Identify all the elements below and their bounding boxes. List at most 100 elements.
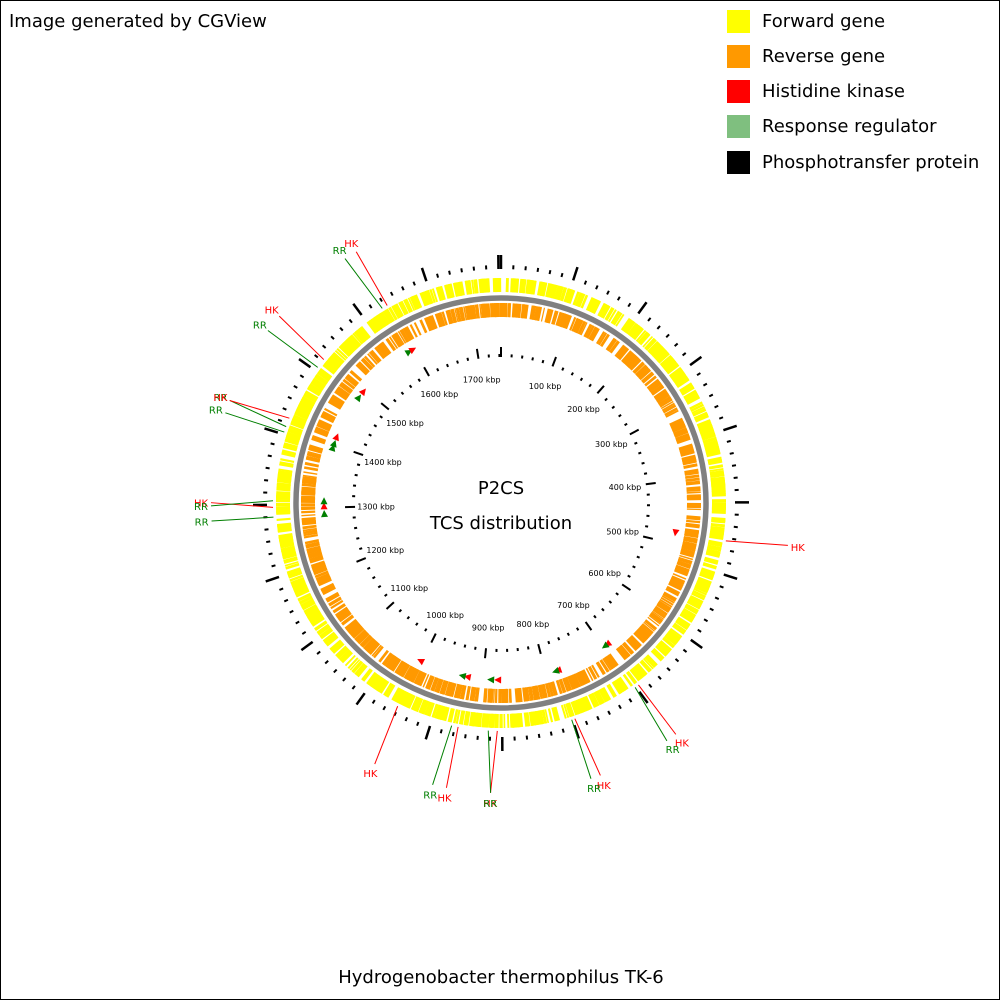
reverse-gene-mark	[668, 582, 682, 591]
outer-tick-mark	[283, 598, 289, 603]
outer-tick-mark	[352, 303, 363, 316]
forward-gene-mark	[585, 297, 595, 312]
kbp-tick	[537, 643, 542, 655]
outer-tick-mark	[726, 439, 732, 443]
reverse-gene-mark	[306, 545, 321, 551]
reverse-gene-mark	[302, 527, 317, 532]
reverse-gene-mark	[670, 419, 684, 428]
reverse-gene-mark	[316, 424, 330, 432]
reverse-gene-mark	[453, 683, 460, 698]
forward-gene-mark	[580, 294, 589, 309]
reverse-gene-mark	[599, 333, 609, 347]
forward-gene-mark	[700, 428, 715, 436]
reverse-gene-mark	[357, 361, 370, 374]
reverse-gene-mark	[320, 582, 335, 592]
outer-tick-mark	[316, 650, 321, 655]
forward-gene-mark	[563, 704, 570, 718]
kbp-tick-label: 500 kbp	[606, 528, 639, 537]
reverse-gene-mark	[522, 687, 526, 702]
forward-gene-mark	[281, 550, 297, 558]
reverse-gene-mark	[621, 642, 633, 655]
outer-tick-mark	[379, 297, 383, 303]
forward-gene-mark	[635, 329, 647, 342]
forward-gene-mark	[290, 577, 305, 586]
reverse-gene-mark	[381, 341, 392, 355]
reverse-gene-mark	[344, 618, 358, 631]
reverse-gene-mark	[562, 314, 569, 328]
outer-tick-mark	[279, 587, 284, 591]
kbp-tick	[615, 592, 619, 596]
outer-tick-mark	[355, 692, 366, 706]
inner-kbp-ruler	[345, 347, 656, 659]
forward-gene-mark	[574, 699, 583, 715]
forward-gene-mark	[276, 484, 291, 490]
reverse-gene-mark	[644, 375, 656, 386]
reverse-gene-mark	[338, 383, 353, 395]
reverse-gene-mark	[316, 423, 331, 431]
outer-tick-mark	[572, 266, 579, 281]
forward-gene-mark	[629, 668, 641, 682]
legend: Forward gene Reverse gene Histidine kina…	[727, 9, 979, 185]
reverse-gene-mark	[628, 357, 641, 370]
forward-gene-mark	[361, 668, 372, 681]
forward-gene-mark	[630, 325, 642, 339]
reverse-gene-mark	[301, 517, 316, 522]
forward-gene-mark	[344, 339, 356, 352]
reverse-gene-mark	[686, 491, 701, 494]
forward-gene-mark	[424, 290, 434, 305]
reverse-gene-mark	[409, 668, 419, 683]
forward-gene-mark	[604, 306, 614, 321]
reverse-gene-mark	[585, 667, 594, 682]
forward-gene-mark	[281, 548, 296, 555]
center-title: P2CS TCS distribution	[1, 471, 1000, 541]
forward-gene-mark	[396, 689, 405, 703]
forward-gene-mark	[702, 562, 717, 570]
forward-gene-mark	[292, 414, 308, 423]
forward-gene-mark	[689, 594, 704, 605]
reverse-gene-mark	[514, 688, 518, 703]
reverse-gene-mark	[476, 304, 480, 319]
reverse-gene-mark	[576, 320, 584, 334]
callout-line	[490, 730, 498, 793]
outer-tick-mark	[657, 675, 662, 680]
reverse-gene-mark	[672, 424, 687, 433]
reverse-gene-mark	[555, 311, 563, 327]
forward-gene-mark	[304, 606, 319, 617]
outer-tick-mark	[719, 585, 724, 589]
forward-gene-mark	[654, 348, 666, 360]
outer-tick-mark	[287, 395, 293, 400]
forward-gene-mark	[277, 476, 292, 482]
kbp-tick	[377, 584, 382, 589]
response-regulator-marker	[354, 394, 362, 403]
outer-tick-mark	[723, 424, 738, 432]
forward-gene-mark	[613, 679, 624, 694]
reverse-gene-mark	[564, 676, 573, 692]
forward-gene-mark	[277, 473, 292, 478]
reverse-gene-mark	[358, 361, 370, 373]
reverse-gene-mark	[683, 539, 698, 544]
kbp-tick	[368, 433, 372, 437]
kbp-tick	[353, 450, 364, 457]
outer-tick-mark	[401, 286, 405, 291]
reverse-gene-mark	[365, 639, 377, 652]
rr-label: RR	[209, 406, 223, 417]
forward-gene-mark	[472, 712, 479, 727]
forward-gene-mark	[696, 419, 712, 429]
outer-tick-mark	[404, 716, 409, 722]
forward-gene-mark	[276, 487, 291, 492]
forward-gene-mark	[699, 426, 714, 436]
reverse-gene-mark	[640, 624, 652, 636]
callout-line	[210, 502, 274, 508]
outer-tick-mark	[666, 667, 671, 672]
forward-gene-mark	[691, 592, 705, 601]
forward-gene-mark	[539, 710, 545, 725]
forward-gene-mark	[306, 608, 320, 619]
kbp-tick-label: 1600 kbp	[421, 390, 459, 399]
reverse-gene-mark	[479, 304, 482, 319]
forward-gene-mark	[372, 676, 383, 689]
forward-gene-mark	[278, 468, 293, 473]
forward-gene-mark	[475, 712, 481, 727]
outer-tick-mark	[382, 705, 387, 711]
kbp-tick	[645, 481, 656, 486]
legend-item-phosphotransfer-protein: Phosphotransfer protein	[727, 150, 979, 174]
